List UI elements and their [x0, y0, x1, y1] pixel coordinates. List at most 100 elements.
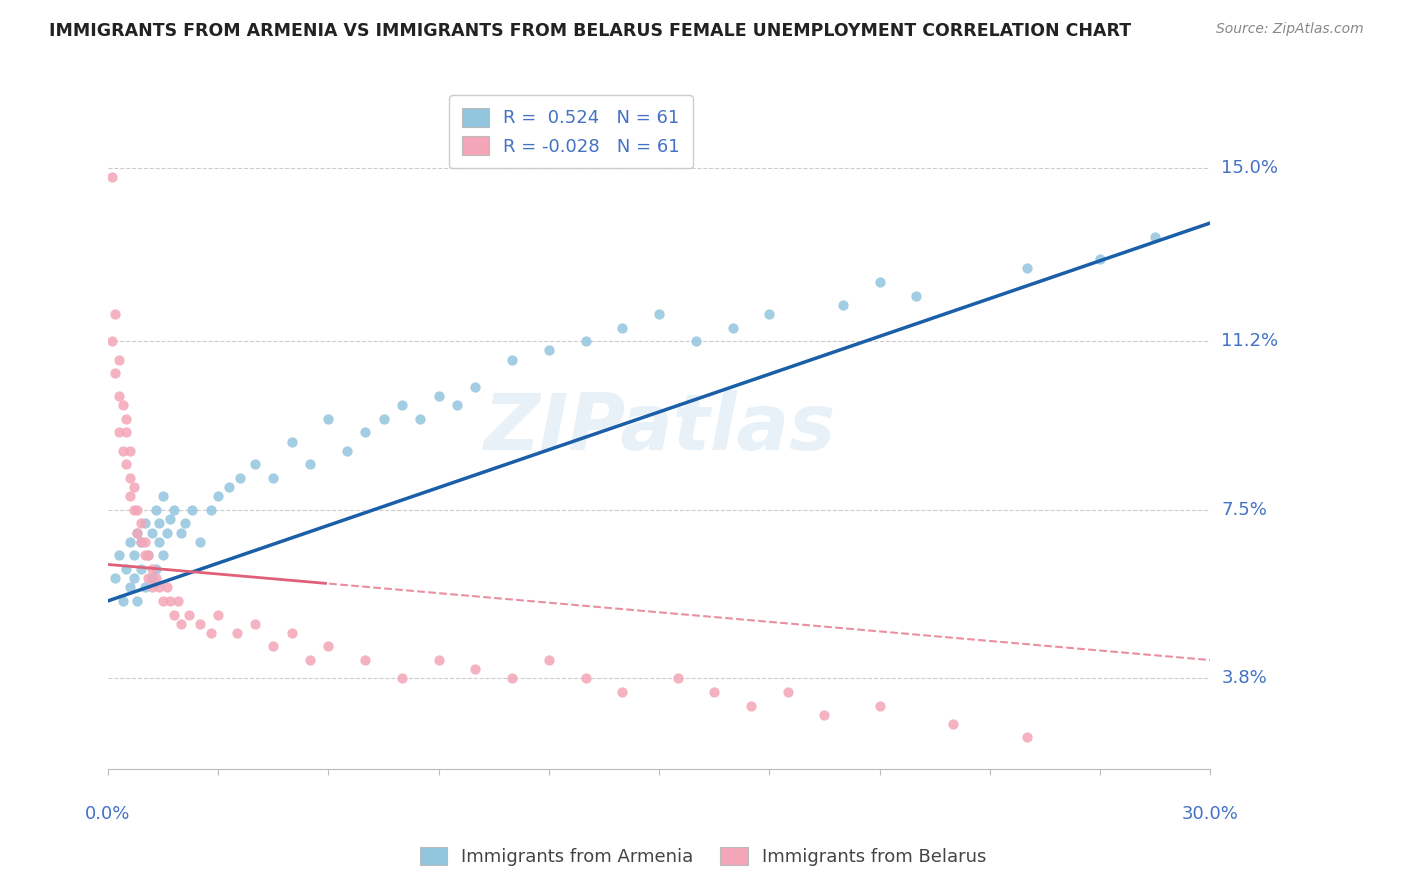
- Point: [159, 512, 181, 526]
- Point: [145, 571, 167, 585]
- Point: [200, 503, 222, 517]
- Point: [122, 480, 145, 494]
- Point: [177, 607, 200, 622]
- Point: [501, 671, 523, 685]
- Point: [225, 625, 247, 640]
- Point: [127, 525, 149, 540]
- Legend: R =  0.524   N = 61, R = -0.028   N = 61: R = 0.524 N = 61, R = -0.028 N = 61: [450, 95, 693, 169]
- Text: 7.5%: 7.5%: [1222, 500, 1267, 519]
- Point: [118, 471, 141, 485]
- Point: [115, 425, 138, 440]
- Point: [118, 534, 141, 549]
- Point: [188, 616, 211, 631]
- Point: [148, 580, 170, 594]
- Point: [427, 653, 450, 667]
- Point: [318, 640, 340, 654]
- Text: 11.2%: 11.2%: [1222, 333, 1278, 351]
- Point: [813, 707, 835, 722]
- Point: [104, 571, 127, 585]
- Point: [141, 571, 163, 585]
- Point: [537, 343, 560, 358]
- Point: [115, 458, 138, 472]
- Point: [575, 671, 598, 685]
- Point: [159, 594, 181, 608]
- Point: [721, 320, 744, 334]
- Point: [138, 571, 160, 585]
- Text: 15.0%: 15.0%: [1222, 160, 1278, 178]
- Point: [138, 549, 160, 563]
- Point: [243, 616, 266, 631]
- Point: [869, 275, 891, 289]
- Point: [152, 594, 174, 608]
- Point: [666, 671, 689, 685]
- Point: [152, 549, 174, 563]
- Point: [280, 625, 302, 640]
- Point: [181, 503, 204, 517]
- Point: [200, 625, 222, 640]
- Point: [104, 307, 127, 321]
- Point: [122, 549, 145, 563]
- Point: [703, 685, 725, 699]
- Point: [134, 549, 156, 563]
- Point: [831, 298, 853, 312]
- Point: [218, 480, 240, 494]
- Point: [905, 289, 928, 303]
- Point: [318, 411, 340, 425]
- Point: [127, 594, 149, 608]
- Point: [127, 525, 149, 540]
- Point: [129, 562, 152, 576]
- Point: [108, 389, 131, 403]
- Point: [685, 334, 707, 349]
- Point: [134, 534, 156, 549]
- Point: [115, 562, 138, 576]
- Point: [354, 425, 377, 440]
- Point: [336, 443, 359, 458]
- Point: [118, 489, 141, 503]
- Point: [122, 503, 145, 517]
- Point: [148, 516, 170, 531]
- Point: [118, 580, 141, 594]
- Point: [612, 320, 634, 334]
- Point: [648, 307, 671, 321]
- Point: [1015, 261, 1038, 276]
- Point: [141, 580, 163, 594]
- Point: [427, 389, 450, 403]
- Point: [115, 411, 138, 425]
- Point: [111, 594, 134, 608]
- Point: [170, 525, 193, 540]
- Point: [354, 653, 377, 667]
- Point: [391, 671, 413, 685]
- Point: [262, 640, 284, 654]
- Point: [100, 170, 122, 185]
- Point: [156, 580, 179, 594]
- Point: [145, 503, 167, 517]
- Point: [262, 471, 284, 485]
- Point: [156, 525, 179, 540]
- Point: [129, 534, 152, 549]
- Point: [129, 516, 152, 531]
- Point: [1088, 252, 1111, 267]
- Point: [134, 516, 156, 531]
- Point: [134, 580, 156, 594]
- Point: [758, 307, 780, 321]
- Point: [100, 334, 122, 349]
- Point: [409, 411, 432, 425]
- Text: IMMIGRANTS FROM ARMENIA VS IMMIGRANTS FROM BELARUS FEMALE UNEMPLOYMENT CORRELATI: IMMIGRANTS FROM ARMENIA VS IMMIGRANTS FR…: [49, 22, 1132, 40]
- Point: [537, 653, 560, 667]
- Point: [141, 562, 163, 576]
- Point: [229, 471, 252, 485]
- Point: [207, 489, 229, 503]
- Point: [108, 549, 131, 563]
- Point: [1015, 731, 1038, 745]
- Point: [108, 425, 131, 440]
- Point: [127, 503, 149, 517]
- Point: [869, 698, 891, 713]
- Point: [391, 398, 413, 412]
- Text: ZIPatlas: ZIPatlas: [484, 390, 835, 466]
- Point: [163, 607, 186, 622]
- Point: [942, 716, 965, 731]
- Point: [446, 398, 468, 412]
- Point: [152, 489, 174, 503]
- Point: [373, 411, 395, 425]
- Point: [299, 653, 322, 667]
